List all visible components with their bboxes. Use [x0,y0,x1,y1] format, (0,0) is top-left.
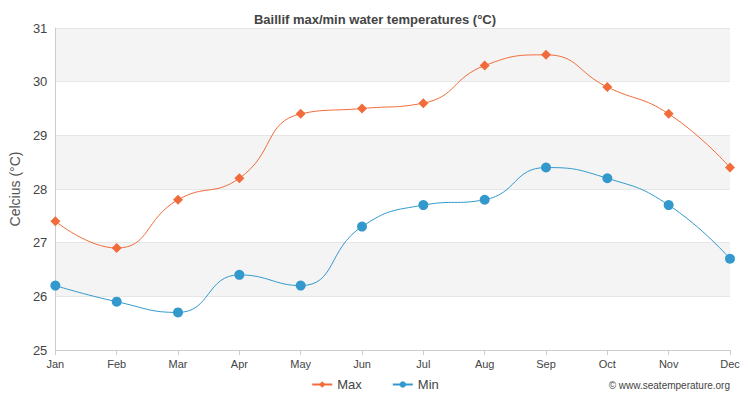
svg-text:Feb: Feb [107,358,126,370]
svg-text:Apr: Apr [231,358,248,370]
svg-text:May: May [290,358,311,370]
svg-text:Jul: Jul [416,358,430,370]
svg-text:Sep: Sep [536,358,556,370]
svg-text:31: 31 [33,21,47,36]
svg-text:Nov: Nov [659,358,679,370]
svg-text:28: 28 [33,182,47,197]
svg-text:Baillif max/min water temperat: Baillif max/min water temperatures (°C) [254,12,496,27]
svg-text:25: 25 [33,343,47,358]
svg-text:Mar: Mar [169,358,188,370]
svg-text:Celcius (°C): Celcius (°C) [7,152,23,227]
svg-text:Min: Min [418,377,439,392]
svg-text:30: 30 [33,74,47,89]
svg-text:26: 26 [33,289,47,304]
svg-text:© www.seatemperature.org: © www.seatemperature.org [609,380,730,391]
svg-text:Jan: Jan [46,358,64,370]
svg-text:Oct: Oct [599,358,616,370]
svg-text:29: 29 [33,128,47,143]
svg-text:Jun: Jun [353,358,371,370]
svg-text:Aug: Aug [475,358,495,370]
svg-text:Dec: Dec [720,358,740,370]
svg-text:Max: Max [337,377,362,392]
svg-text:27: 27 [33,235,47,250]
